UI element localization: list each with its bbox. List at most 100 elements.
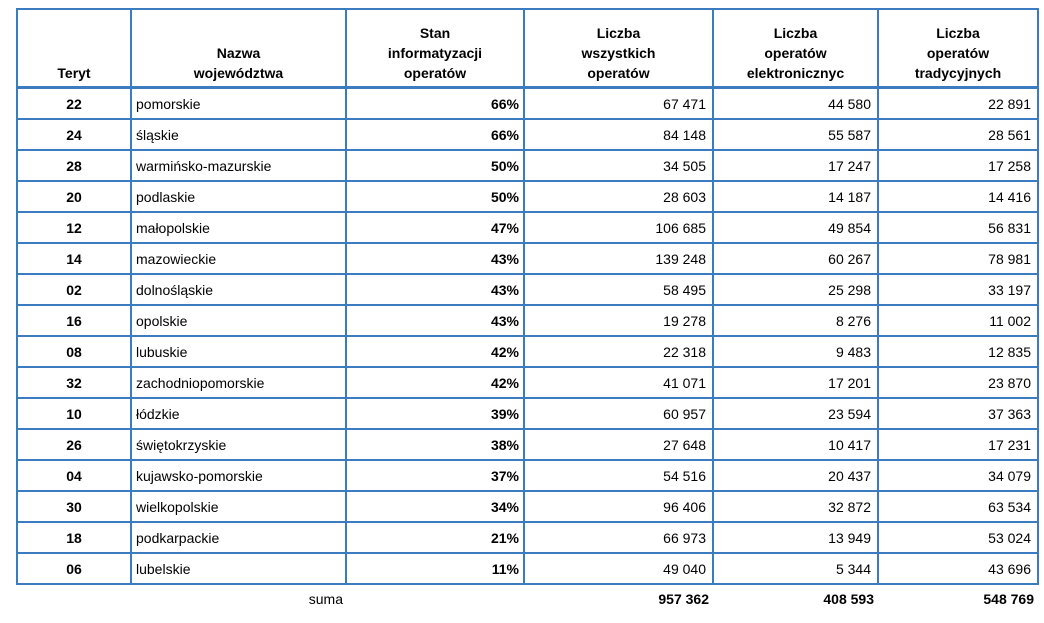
table-row: 22 pomorskie 66% 67 471 44 580 22 891: [16, 86, 1039, 120]
traditional-cell: 11 002: [877, 304, 1039, 337]
traditional-cell: 23 870: [877, 366, 1039, 399]
traditional-cell: 12 835: [877, 335, 1039, 368]
teryt-cell: 06: [16, 552, 132, 585]
percent-cell: 21%: [345, 521, 525, 554]
table-row: 14 mazowieckie 43% 139 248 60 267 78 981: [16, 242, 1039, 275]
teryt-cell: 14: [16, 242, 132, 275]
traditional-cell: 43 696: [877, 552, 1039, 585]
name-cell: pomorskie: [130, 86, 347, 120]
total-cell: 34 505: [523, 149, 714, 182]
column-header-total: Liczba wszystkich operatów: [523, 8, 714, 89]
teryt-cell: 24: [16, 118, 132, 151]
name-cell: wielkopolskie: [130, 490, 347, 523]
teryt-cell: 16: [16, 304, 132, 337]
column-header-electronic: Liczba operatów elektronicznyc: [712, 8, 879, 89]
total-cell: 27 648: [523, 428, 714, 461]
electronic-cell: 49 854: [712, 211, 879, 244]
name-cell: warmińsko-mazurskie: [130, 149, 347, 182]
traditional-cell: 14 416: [877, 180, 1039, 213]
electronic-cell: 32 872: [712, 490, 879, 523]
electronic-cell: 23 594: [712, 397, 879, 430]
table-row: 18 podkarpackie 21% 66 973 13 949 53 024: [16, 521, 1039, 554]
electronic-cell: 44 580: [712, 86, 879, 120]
total-cell: 106 685: [523, 211, 714, 244]
total-cell: 96 406: [523, 490, 714, 523]
name-cell: podkarpackie: [130, 521, 347, 554]
percent-cell: 11%: [345, 552, 525, 585]
teryt-cell: 26: [16, 428, 132, 461]
name-cell: opolskie: [130, 304, 347, 337]
table-row: 24 śląskie 66% 84 148 55 587 28 561: [16, 118, 1039, 151]
electronic-cell: 8 276: [712, 304, 879, 337]
total-cell: 66 973: [523, 521, 714, 554]
table-body: 22 pomorskie 66% 67 471 44 580 22 891 24 śląski…: [16, 86, 1039, 585]
percent-cell: 43%: [345, 273, 525, 306]
total-cell: 49 040: [523, 552, 714, 585]
total-cell: 139 248: [523, 242, 714, 275]
table-row: 06 lubelskie 11% 49 040 5 344 43 696: [16, 552, 1039, 585]
traditional-cell: 78 981: [877, 242, 1039, 275]
traditional-cell: 22 891: [877, 86, 1039, 120]
header-row: Teryt Nazwa województwa Stan informatyza…: [16, 8, 1039, 89]
traditional-cell: 17 231: [877, 428, 1039, 461]
summary-electronic-cell: 408 593: [823, 591, 874, 607]
teryt-cell: 10: [16, 397, 132, 430]
traditional-cell: 56 831: [877, 211, 1039, 244]
electronic-cell: 25 298: [712, 273, 879, 306]
electronic-cell: 20 437: [712, 459, 879, 492]
total-cell: 54 516: [523, 459, 714, 492]
name-cell: łódzkie: [130, 397, 347, 430]
name-cell: lubuskie: [130, 335, 347, 368]
total-cell: 41 071: [523, 366, 714, 399]
total-cell: 28 603: [523, 180, 714, 213]
electronic-cell: 55 587: [712, 118, 879, 151]
percent-cell: 66%: [345, 86, 525, 120]
summary-traditional-cell: 548 769: [983, 591, 1034, 607]
teryt-cell: 20: [16, 180, 132, 213]
teryt-cell: 08: [16, 335, 132, 368]
name-cell: małopolskie: [130, 211, 347, 244]
electronic-cell: 13 949: [712, 521, 879, 554]
electronic-cell: 17 247: [712, 149, 879, 182]
table-row: 10 łódzkie 39% 60 957 23 594 37 363: [16, 397, 1039, 430]
electronic-cell: 14 187: [712, 180, 879, 213]
teryt-cell: 28: [16, 149, 132, 182]
name-cell: świętokrzyskie: [130, 428, 347, 461]
table-row: 08 lubuskie 42% 22 318 9 483 12 835: [16, 335, 1039, 368]
table-row: 26 świętokrzyskie 38% 27 648 10 417 17 231: [16, 428, 1039, 461]
teryt-cell: 04: [16, 459, 132, 492]
table-row: 30 wielkopolskie 34% 96 406 32 872 63 534: [16, 490, 1039, 523]
percent-cell: 42%: [345, 335, 525, 368]
name-cell: kujawsko-pomorskie: [130, 459, 347, 492]
summary-row: suma 957 362 408 593 548 769: [17, 584, 1038, 612]
percent-cell: 37%: [345, 459, 525, 492]
percent-cell: 50%: [345, 149, 525, 182]
percent-cell: 43%: [345, 304, 525, 337]
teryt-cell: 32: [16, 366, 132, 399]
table-row: 04 kujawsko-pomorskie 37% 54 516 20 437 34 07…: [16, 459, 1039, 492]
percent-cell: 47%: [345, 211, 525, 244]
table-row: 12 małopolskie 47% 106 685 49 854 56 831: [16, 211, 1039, 244]
total-cell: 19 278: [523, 304, 714, 337]
total-cell: 67 471: [523, 86, 714, 120]
percent-cell: 38%: [345, 428, 525, 461]
total-cell: 60 957: [523, 397, 714, 430]
traditional-cell: 33 197: [877, 273, 1039, 306]
name-cell: dolnośląskie: [130, 273, 347, 306]
traditional-cell: 28 561: [877, 118, 1039, 151]
teryt-cell: 12: [16, 211, 132, 244]
table-row: 20 podlaskie 50% 28 603 14 187 14 416: [16, 180, 1039, 213]
teryt-cell: 18: [16, 521, 132, 554]
total-cell: 84 148: [523, 118, 714, 151]
teryt-cell: 22: [16, 86, 132, 120]
electronic-cell: 5 344: [712, 552, 879, 585]
percent-cell: 39%: [345, 397, 525, 430]
percent-cell: 42%: [345, 366, 525, 399]
total-cell: 22 318: [523, 335, 714, 368]
table-row: 32 zachodniopomorskie 42% 41 071 17 201 23 87…: [16, 366, 1039, 399]
total-cell: 58 495: [523, 273, 714, 306]
percent-cell: 34%: [345, 490, 525, 523]
summary-total-cell: 957 362: [658, 591, 709, 607]
traditional-cell: 17 258: [877, 149, 1039, 182]
